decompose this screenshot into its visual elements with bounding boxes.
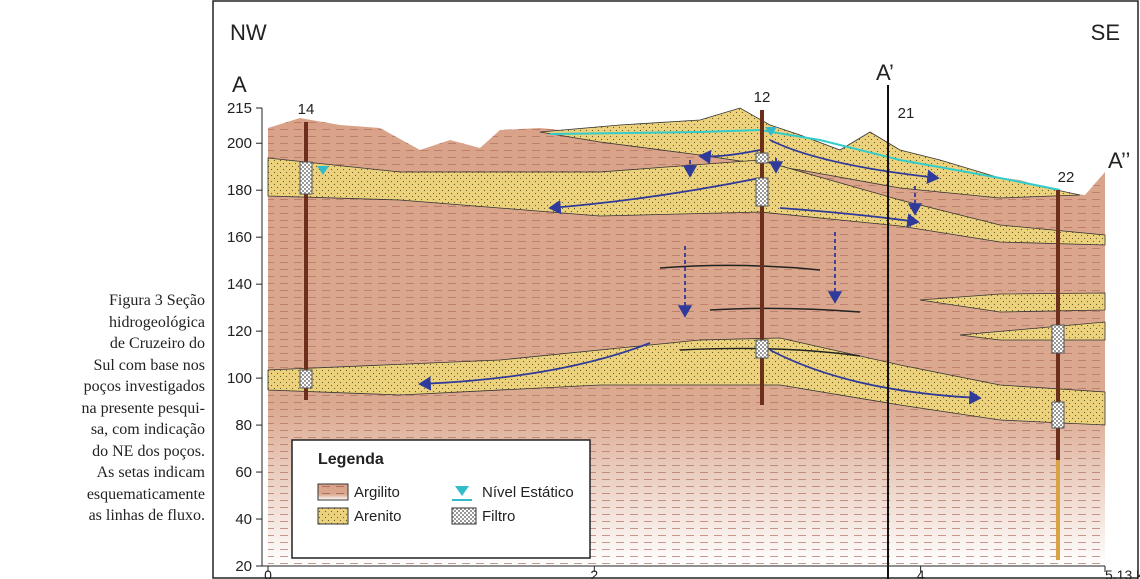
page: Figura 3 Seçãohidrogeológicade Cruzeiro … bbox=[0, 0, 1140, 579]
well-label: 21 bbox=[898, 105, 915, 122]
legend-label: Nível Estático bbox=[482, 484, 574, 501]
x-tick-label: 5,13 km bbox=[1105, 567, 1140, 579]
y-tick-label: 20 bbox=[235, 558, 252, 575]
y-tick-label: 160 bbox=[227, 229, 252, 246]
section-point: A’ bbox=[876, 60, 894, 85]
legend-label: Filtro bbox=[482, 508, 515, 525]
y-tick-label: 120 bbox=[227, 323, 252, 340]
y-tick-label: 215 bbox=[227, 100, 252, 117]
legend: Legenda Argilito Arenito Nível Estático … bbox=[292, 440, 590, 558]
y-tick-label: 200 bbox=[227, 135, 252, 152]
y-tick-label: 60 bbox=[235, 464, 252, 481]
legend-label: Arenito bbox=[354, 508, 402, 525]
y-tick-label: 180 bbox=[227, 182, 252, 199]
well-label: 22 bbox=[1058, 169, 1075, 186]
direction-label: SE bbox=[1091, 20, 1120, 45]
well-label: 12 bbox=[754, 89, 771, 106]
y-tick-label: 40 bbox=[235, 511, 252, 528]
x-tick-label: 0 bbox=[264, 567, 272, 579]
y-tick-label: 80 bbox=[235, 417, 252, 434]
y-tick-label: 140 bbox=[227, 276, 252, 293]
well-label: 14 bbox=[298, 101, 315, 118]
legend-label: Argilito bbox=[354, 484, 400, 501]
direction-label: NW bbox=[230, 20, 267, 45]
legend-title: Legenda bbox=[318, 451, 384, 468]
y-tick-label: 100 bbox=[227, 370, 252, 387]
section-point: A’’ bbox=[1108, 148, 1130, 173]
x-tick-label: 4 bbox=[917, 567, 925, 579]
section-figure: NW SE A A’ A’’ 14 12 21 22 Legenda Argil… bbox=[0, 0, 1140, 579]
x-tick-label: 2 bbox=[590, 567, 598, 579]
section-point: A bbox=[232, 72, 247, 97]
